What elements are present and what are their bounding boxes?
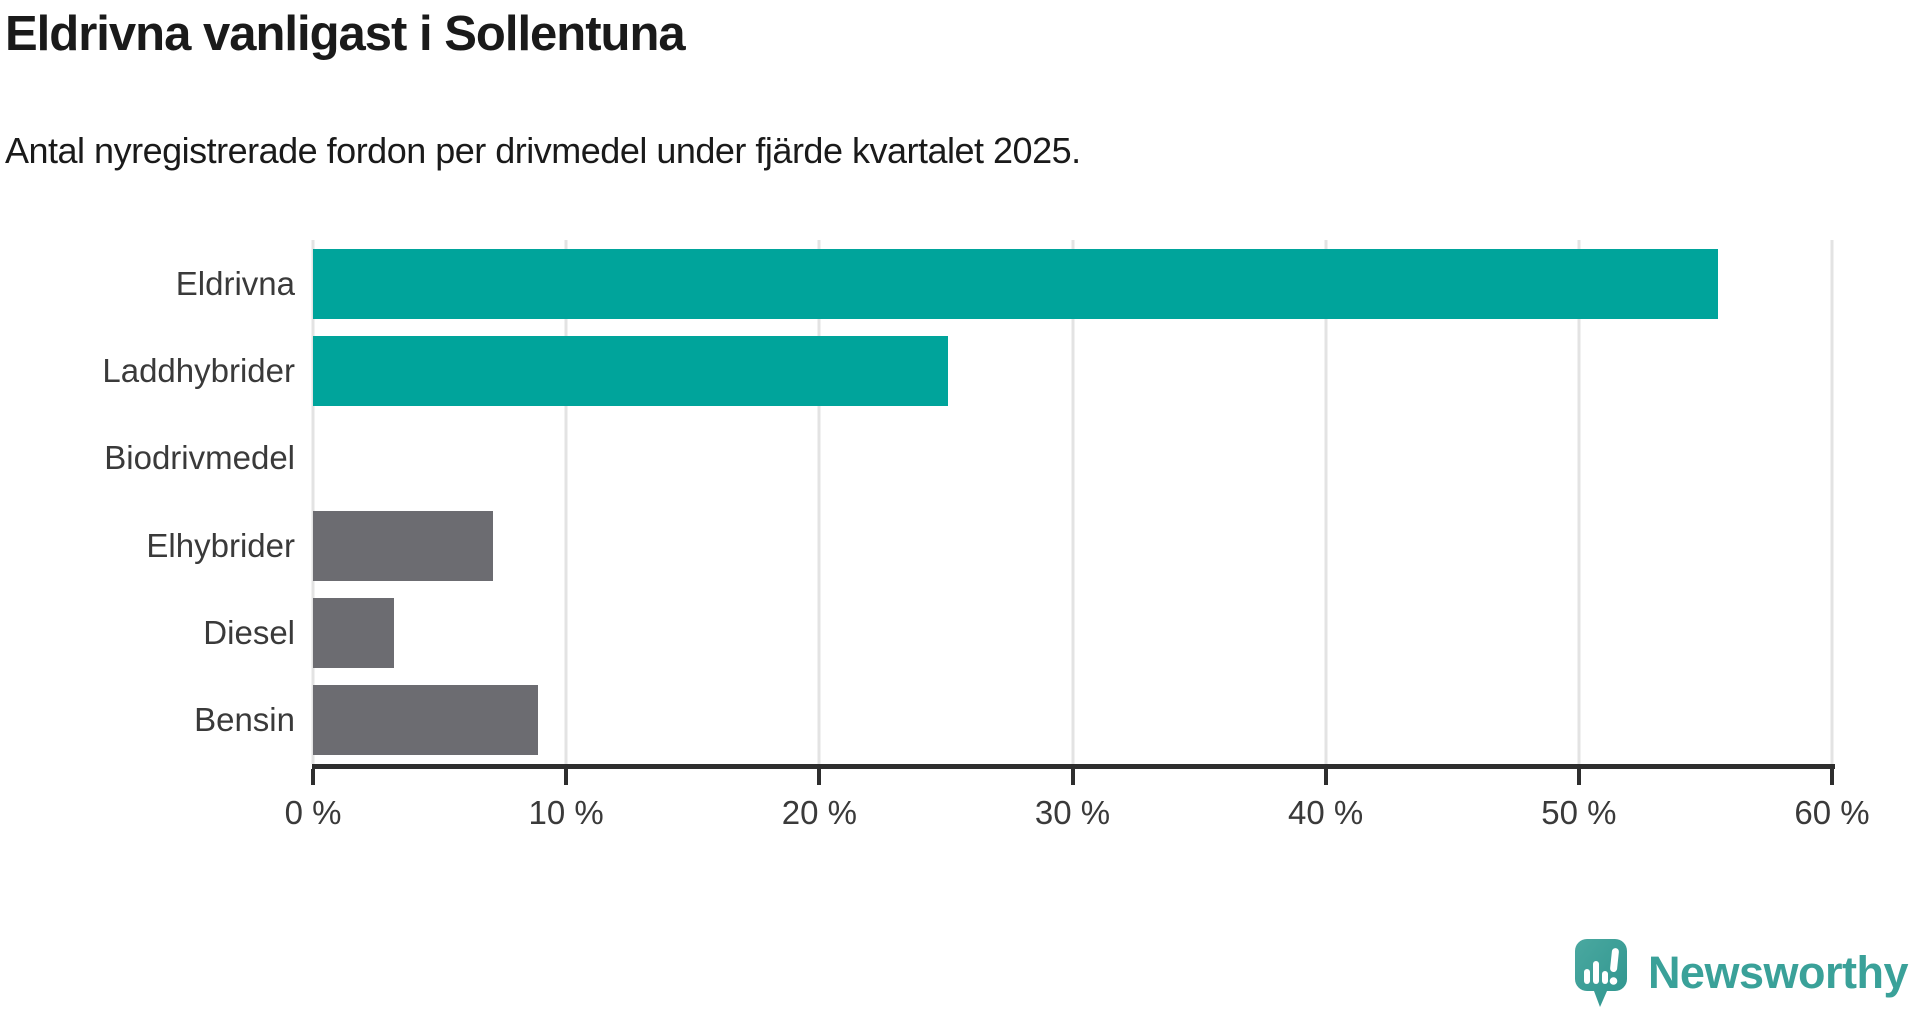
y-axis-labels: Eldrivna Laddhybrider Biodrivmedel Elhybrid… [0, 240, 295, 764]
chart-speech-bubble-icon [1574, 939, 1627, 1007]
x-axis-tick [1323, 769, 1328, 785]
x-axis-tick-label: 30 % [1034, 794, 1111, 831]
x-axis-line [312, 764, 1835, 769]
gridline [311, 240, 315, 764]
x-axis-tick [817, 769, 822, 785]
x-axis-tick-label: 10 % [528, 794, 604, 831]
bar-row [313, 502, 1832, 589]
bar-diesel [313, 597, 394, 668]
plot-area: 0 % 10 % 20 % 30 % 40 % 50 % 60 % [285, 240, 1870, 831]
chart-title: Eldrivna vanligast i Sollentuna [5, 7, 686, 61]
gridline [1830, 240, 1834, 764]
x-axis-tick-label: 60 % [1794, 794, 1870, 831]
bar-laddhybrider [313, 335, 949, 406]
x-axis-tick-label: 50 % [1541, 794, 1617, 831]
chart-subtitle: Antal nyregistrerade fordon per drivmede… [5, 130, 1081, 171]
bar-row [313, 589, 1832, 676]
x-axis-tick [1070, 769, 1075, 785]
bar-eldrivna [313, 248, 1719, 319]
gridline [564, 240, 568, 764]
bar-bensin [313, 685, 539, 756]
y-axis-label: Eldrivna [175, 264, 295, 302]
gridline [817, 240, 821, 764]
gridline [1324, 240, 1328, 764]
x-axis-tick-label: 40 % [1288, 794, 1364, 831]
y-axis-label: Diesel [203, 613, 295, 651]
x-axis-tick [564, 769, 569, 785]
bar-row [313, 327, 1832, 414]
x-axis-tick [1576, 769, 1581, 785]
y-axis-label: Biodrivmedel [104, 439, 295, 477]
x-axis-tick-label: 0 % [284, 794, 342, 831]
x-axis-tick-label: 20 % [781, 794, 857, 831]
y-axis-label: Elhybrider [146, 526, 295, 564]
bar-elhybrider [313, 510, 493, 581]
gridline [1577, 240, 1581, 764]
bar-row [313, 677, 1832, 764]
gridline [1071, 240, 1074, 764]
bar-row [313, 240, 1832, 327]
x-axis-tick [311, 769, 315, 785]
x-axis-tick [1830, 769, 1834, 785]
y-axis-label: Bensin [194, 701, 295, 739]
newsworthy-logo-text: Newsworthy [1647, 947, 1909, 998]
bar-row [313, 415, 1832, 502]
y-axis-label: Laddhybrider [102, 351, 295, 389]
newsworthy-logo: Newsworthy [1574, 938, 1909, 1008]
